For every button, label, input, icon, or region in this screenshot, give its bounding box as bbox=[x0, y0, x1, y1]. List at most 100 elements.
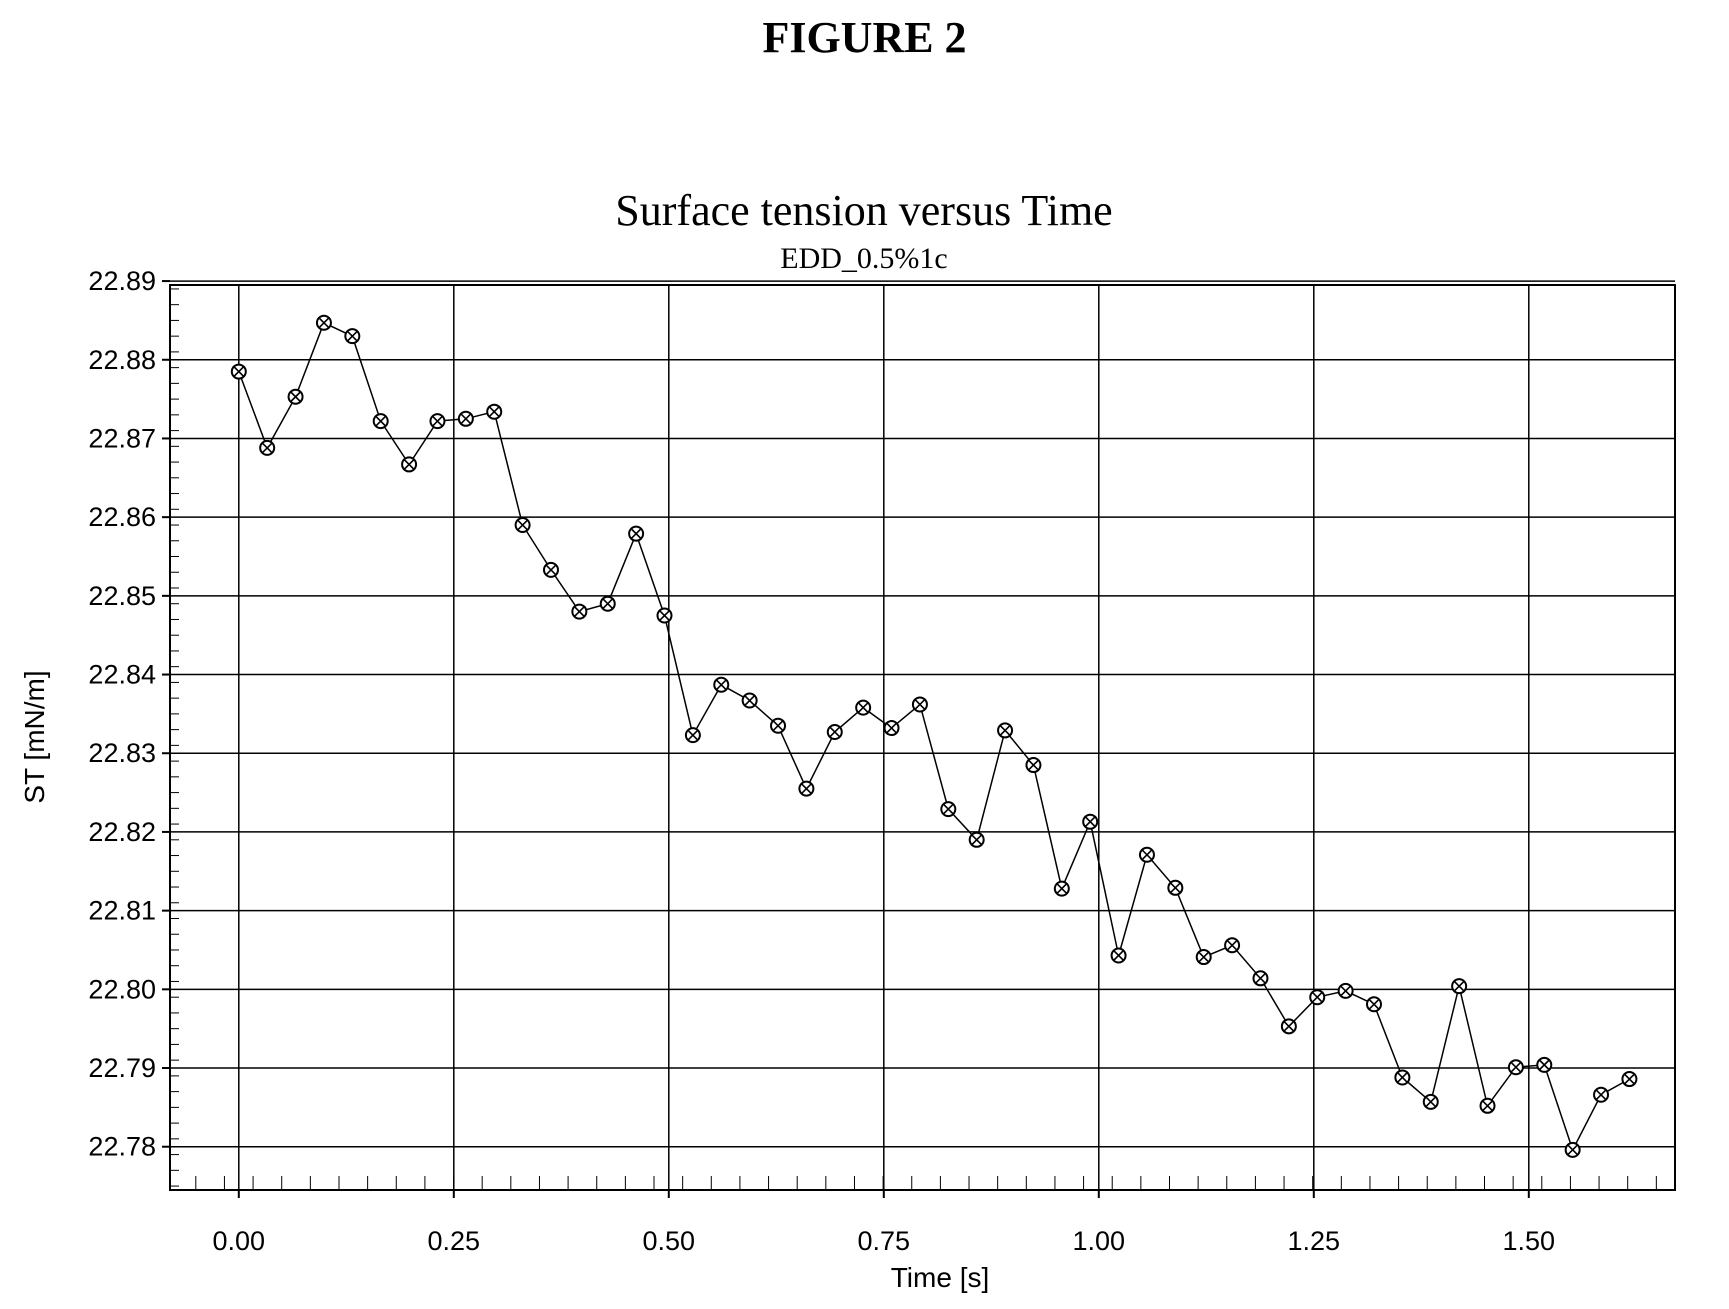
y-tick-label: 22.79 bbox=[88, 1053, 156, 1083]
data-point bbox=[1593, 1086, 1610, 1103]
data-point-cross bbox=[1255, 973, 1266, 984]
y-tick-label: 22.85 bbox=[88, 581, 156, 611]
data-point-cross bbox=[404, 459, 415, 470]
data-point-cross bbox=[233, 366, 244, 377]
data-point bbox=[1394, 1069, 1411, 1086]
y-axis-label: ST [mN/m] bbox=[19, 670, 50, 803]
y-tick-label: 22.82 bbox=[88, 817, 156, 847]
data-point-cross bbox=[1340, 985, 1351, 996]
data-point-cross bbox=[631, 528, 642, 539]
data-point bbox=[1479, 1097, 1496, 1114]
data-point bbox=[1025, 757, 1042, 774]
data-point-cross bbox=[1312, 992, 1323, 1003]
data-point bbox=[287, 388, 304, 405]
data-point bbox=[883, 720, 900, 737]
data-point-cross bbox=[460, 413, 471, 424]
data-point-cross bbox=[1539, 1059, 1550, 1070]
y-tick-labels: 22.78 22.79 22.80 22.81 22.82 22.83 22.84 22.85… bbox=[88, 266, 156, 1162]
data-point bbox=[1224, 937, 1241, 954]
data-point-cross bbox=[375, 416, 386, 427]
data-point-cross bbox=[659, 610, 670, 621]
data-point bbox=[514, 517, 531, 534]
data-point-cross bbox=[574, 606, 585, 617]
data-point-cross bbox=[1425, 1096, 1436, 1107]
chart-title: Surface tension versus Time bbox=[615, 186, 1112, 235]
data-point-cross bbox=[262, 442, 273, 453]
data-point bbox=[628, 525, 645, 542]
data-point-cross bbox=[772, 720, 784, 731]
data-point-cross bbox=[886, 722, 897, 734]
x-tick-label: 0.00 bbox=[213, 1226, 266, 1256]
data-point-cross bbox=[999, 725, 1011, 736]
data-point bbox=[372, 413, 389, 430]
data-point bbox=[542, 561, 559, 578]
plot-area bbox=[169, 284, 1676, 1191]
data-point-cross bbox=[1113, 950, 1124, 961]
data-point-cross bbox=[744, 695, 755, 706]
data-point bbox=[315, 314, 332, 331]
data-point bbox=[770, 717, 787, 734]
data-point bbox=[968, 831, 985, 848]
figure-label: FIGURE 2 bbox=[762, 13, 967, 62]
y-tick-label: 22.88 bbox=[88, 345, 156, 375]
minor-ticks bbox=[170, 288, 1657, 1190]
data-point bbox=[1564, 1141, 1581, 1158]
data-point-cross bbox=[1283, 1021, 1294, 1032]
data-point-cross bbox=[1624, 1073, 1635, 1085]
data-point-cross bbox=[716, 679, 727, 690]
data-point-cross bbox=[432, 416, 443, 427]
data-point-cross bbox=[1595, 1089, 1607, 1100]
data-point bbox=[1252, 970, 1269, 987]
data-point bbox=[429, 413, 446, 430]
data-point bbox=[1309, 989, 1326, 1006]
data-point bbox=[997, 722, 1014, 739]
y-tick-label: 22.78 bbox=[88, 1132, 156, 1162]
data-point bbox=[1280, 1018, 1297, 1035]
x-tick-labels: 0.00 0.25 0.50 0.75 1.00 1.25 1.50 bbox=[213, 1226, 1556, 1256]
x-tick-label: 0.25 bbox=[428, 1226, 481, 1256]
data-point-cross bbox=[318, 317, 330, 328]
y-tick-label: 22.81 bbox=[88, 896, 156, 926]
data-point-cross bbox=[1227, 940, 1238, 951]
data-point-cross bbox=[545, 564, 557, 575]
data-point-cross bbox=[829, 726, 840, 738]
data-point-cross bbox=[914, 699, 925, 710]
data-point bbox=[599, 595, 616, 612]
data-point bbox=[1082, 813, 1099, 830]
data-point bbox=[344, 328, 361, 345]
y-tick-label: 22.83 bbox=[88, 738, 156, 768]
chart-subtitle: EDD_0.5%1c bbox=[780, 242, 947, 275]
data-point-cross bbox=[347, 331, 358, 342]
data-point-cross bbox=[1510, 1062, 1521, 1073]
data-point bbox=[741, 692, 758, 709]
data-point bbox=[1110, 947, 1127, 964]
data-point bbox=[713, 676, 730, 693]
data-point-cross bbox=[687, 730, 698, 741]
data-point bbox=[1507, 1059, 1524, 1076]
x-tick-label: 1.25 bbox=[1288, 1226, 1341, 1256]
data-point bbox=[259, 439, 276, 456]
data-point-cross bbox=[602, 598, 613, 609]
data-point-cross bbox=[1397, 1072, 1408, 1083]
data-point-cross bbox=[1567, 1144, 1578, 1155]
data-point bbox=[1167, 879, 1184, 896]
y-tick-label: 22.89 bbox=[88, 266, 156, 296]
data-markers bbox=[230, 314, 1638, 1158]
data-point bbox=[826, 723, 843, 740]
x-tick-label: 0.75 bbox=[858, 1226, 911, 1256]
data-point bbox=[855, 699, 872, 716]
data-point bbox=[1451, 978, 1468, 995]
data-point bbox=[1337, 982, 1354, 999]
x-axis-label: Time [s] bbox=[891, 1262, 990, 1293]
data-point bbox=[457, 410, 474, 427]
data-point bbox=[1536, 1056, 1553, 1073]
data-point bbox=[656, 607, 673, 624]
x-tick-label: 0.50 bbox=[643, 1226, 696, 1256]
y-tick-label: 22.80 bbox=[88, 974, 156, 1004]
data-point bbox=[230, 363, 247, 380]
data-point bbox=[1621, 1071, 1638, 1088]
y-tick-label: 22.86 bbox=[88, 502, 156, 532]
data-point-cross bbox=[801, 783, 812, 794]
data-point bbox=[684, 727, 701, 744]
